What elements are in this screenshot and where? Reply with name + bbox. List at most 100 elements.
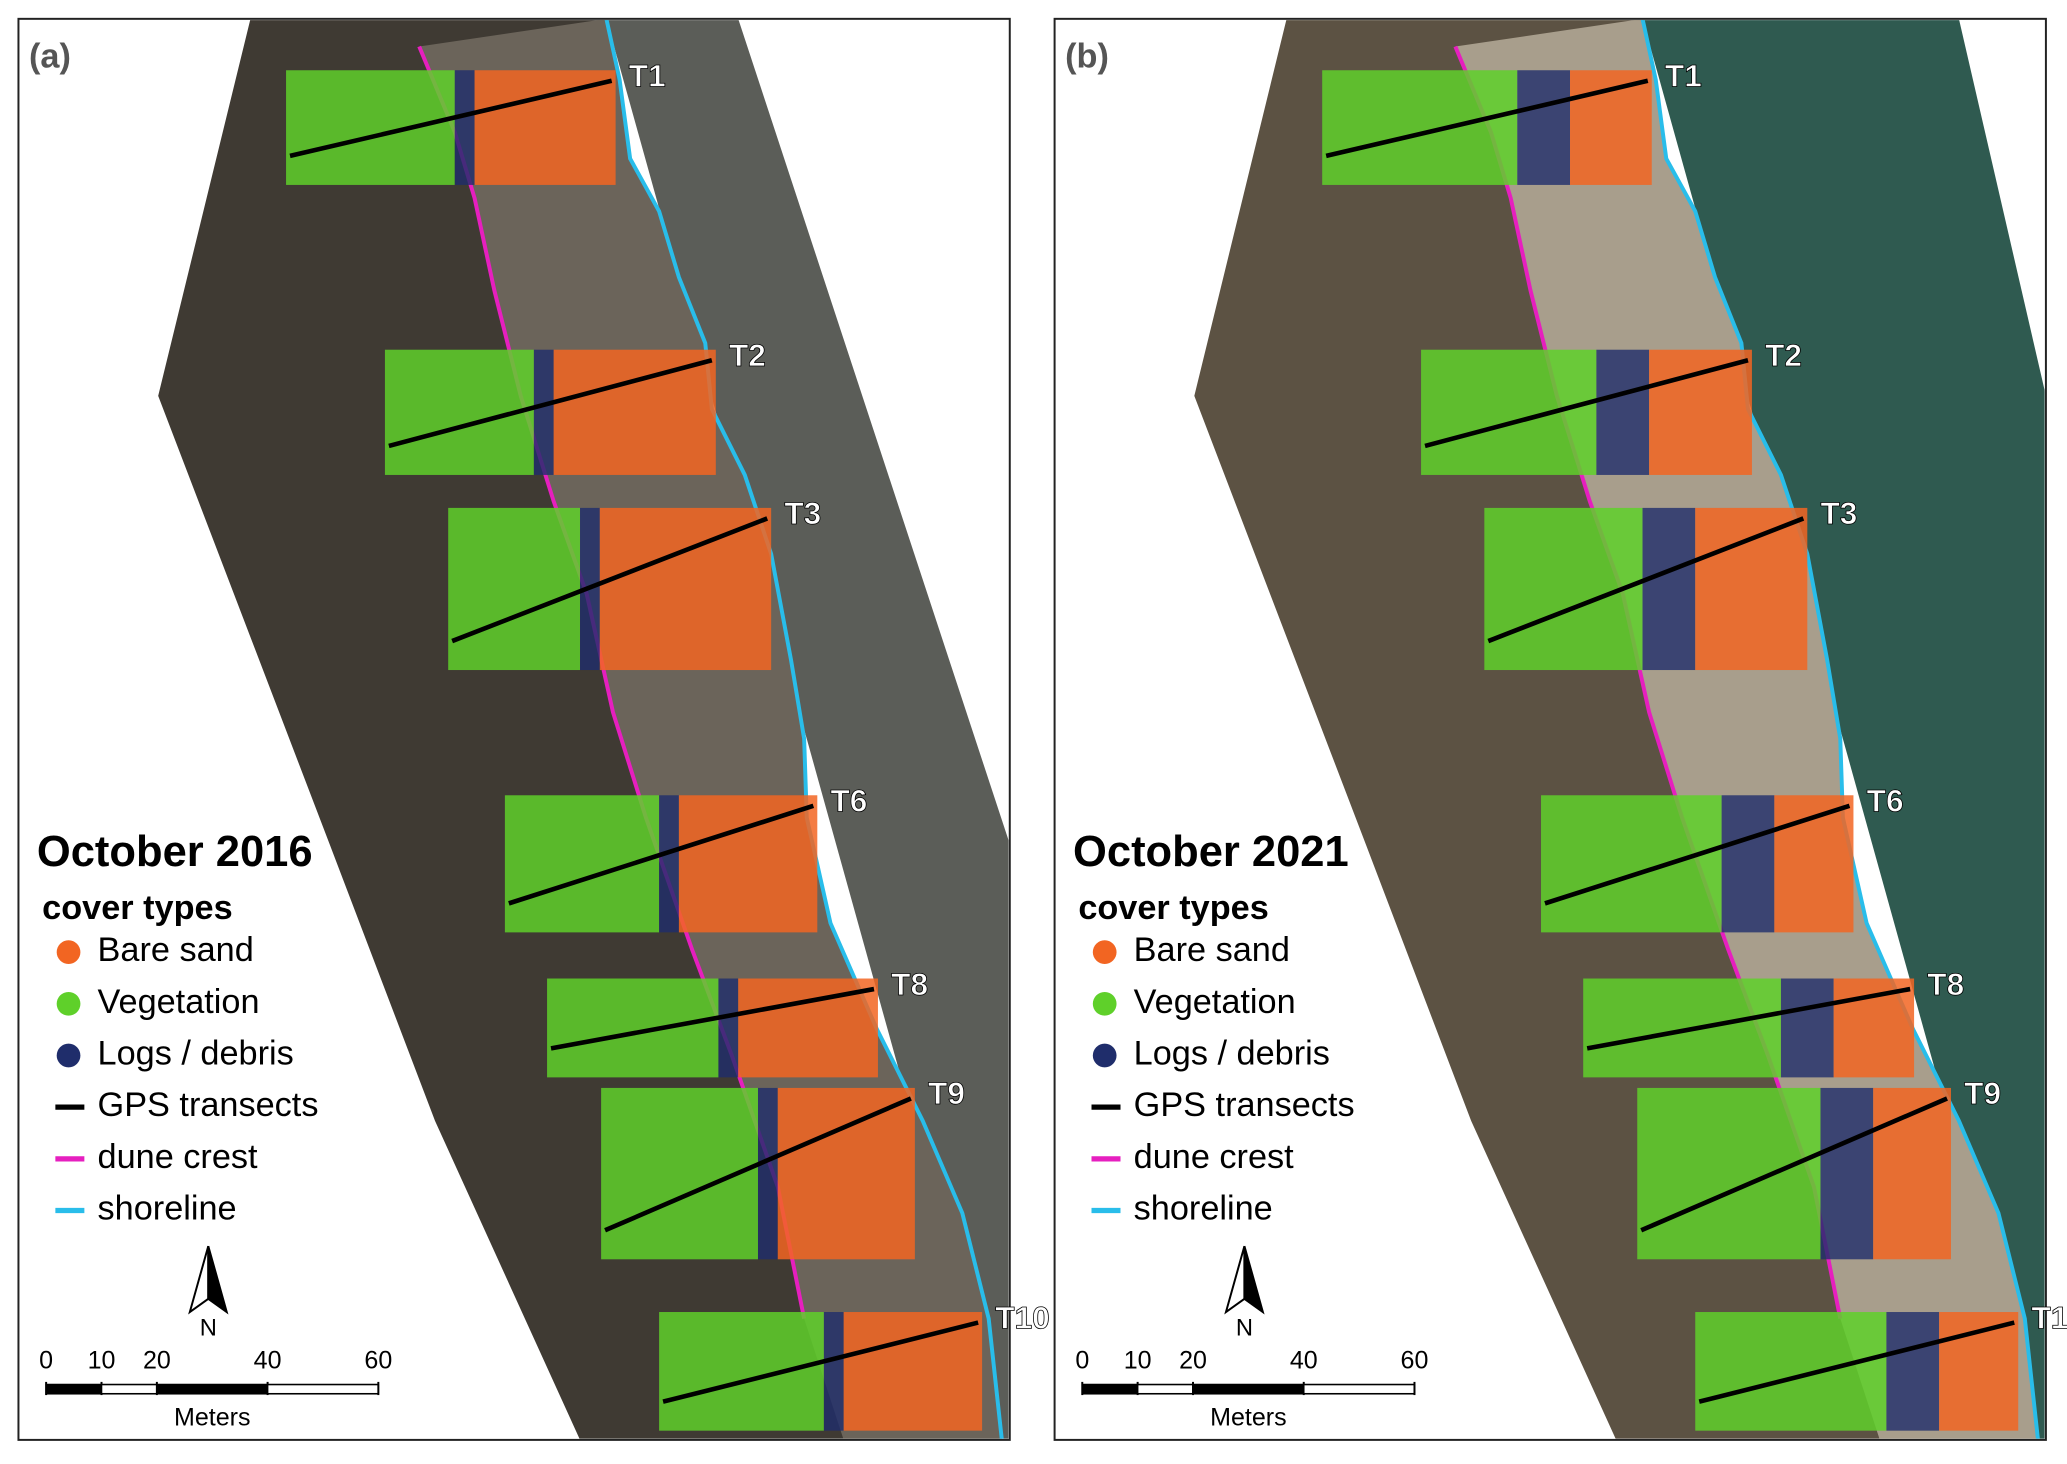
- debris-area: [454, 70, 475, 185]
- bare-sand-area: [474, 70, 616, 185]
- transect-label: T9: [928, 1075, 965, 1111]
- transect-label: T6: [830, 783, 867, 819]
- shoreline: [1640, 20, 2040, 1439]
- transect-label: T8: [1927, 966, 1964, 1002]
- legend-title: cover types: [1078, 889, 1268, 927]
- scale-tick-label: 20: [1179, 1347, 1207, 1375]
- legend-title: cover types: [42, 889, 232, 927]
- scale-unit: Meters: [1210, 1403, 1287, 1431]
- legend-label: Logs / debris: [98, 1035, 294, 1073]
- north-label: N: [1236, 1315, 1253, 1341]
- bare-sand-area: [1695, 507, 1808, 671]
- scale-segment: [1136, 1383, 1194, 1395]
- transect-label: T10: [2031, 1299, 2067, 1335]
- legend-label: Bare sand: [98, 931, 254, 969]
- transect-label: T3: [784, 495, 821, 531]
- map-panel: T1 T2 T3 T6 T8 T9 T10 (a) October 2016 cover type…: [17, 17, 1050, 1441]
- legend-label: Vegetation: [1134, 983, 1296, 1021]
- gps-transect: [1424, 358, 1749, 449]
- legend-dot: [1092, 1043, 1117, 1068]
- north-arrow-right: [1243, 1245, 1265, 1315]
- imagery: [1194, 20, 2045, 1439]
- vegetation-area: [1322, 70, 1518, 185]
- legend-label: dune crest: [98, 1138, 258, 1176]
- scale-tick-label: 0: [39, 1347, 53, 1375]
- bare-sand-area: [777, 1087, 915, 1260]
- vegetation-area: [286, 70, 455, 185]
- debris-area: [1820, 1087, 1874, 1260]
- gps-transect: [1487, 516, 1805, 644]
- gps-transect: [289, 78, 613, 159]
- scale-tick-label: 20: [143, 1347, 171, 1375]
- legend-dot: [1092, 940, 1117, 965]
- panel-title: October 2021: [1073, 828, 1349, 876]
- legend-dot: [56, 1043, 81, 1068]
- vegetation-area: [547, 978, 719, 1078]
- transect-label: T10: [995, 1299, 1049, 1335]
- legend-label: GPS transects: [1134, 1086, 1355, 1124]
- vegetation-area: [1695, 1312, 1887, 1431]
- scale-tick-label: 60: [364, 1347, 392, 1375]
- debris-area: [718, 978, 739, 1078]
- debris-area: [1596, 349, 1650, 475]
- gps-transect: [1586, 986, 1911, 1051]
- debris-area: [1721, 795, 1775, 933]
- map-panel: T1 T2 T3 T6 T8 T9 T10 (b) October 2021 cover type…: [1053, 17, 2067, 1441]
- bare-sand-area: [599, 507, 772, 671]
- debris-area: [1517, 70, 1571, 185]
- transect-label: T9: [1964, 1075, 2001, 1111]
- scale-tick-label: 40: [1290, 1347, 1318, 1375]
- legend-label: shoreline: [98, 1190, 237, 1228]
- scale-tick-label: 10: [88, 1347, 116, 1375]
- debris-area: [1642, 507, 1696, 671]
- gps-transect: [550, 986, 875, 1051]
- legend-label: GPS transects: [98, 1086, 319, 1124]
- transect-label: T1: [1665, 58, 1702, 94]
- legend-dot: [56, 991, 81, 1016]
- vegetation-area: [1421, 349, 1597, 475]
- vegetation-area: [1637, 1087, 1821, 1260]
- gps-transect: [451, 516, 769, 644]
- bare-sand-area: [678, 795, 818, 933]
- imagery: [158, 20, 1009, 1439]
- scale-segment: [156, 1383, 269, 1395]
- panel-title: October 2016: [37, 828, 313, 876]
- gps-transect: [508, 803, 815, 906]
- vegetation-area: [448, 507, 581, 671]
- legend-dot: [56, 940, 81, 965]
- scale-tick-label: 10: [1124, 1347, 1152, 1375]
- panel-label: (b): [1065, 37, 1109, 75]
- scale-segment: [1302, 1383, 1416, 1395]
- bare-sand-area: [1649, 349, 1752, 475]
- gps-transect: [1544, 803, 1851, 906]
- gps-transect: [662, 1320, 979, 1404]
- transect-label: T2: [1765, 337, 1802, 373]
- gps-transect: [1640, 1096, 1948, 1233]
- gps-transect: [1325, 78, 1649, 159]
- scale-tick-label: 40: [254, 1347, 282, 1375]
- scale-segment: [1192, 1383, 1305, 1395]
- north-label: N: [200, 1315, 217, 1341]
- bare-sand-area: [738, 978, 878, 1078]
- vegetation-area: [1583, 978, 1781, 1078]
- bare-sand-area: [553, 349, 716, 475]
- debris-area: [757, 1087, 778, 1260]
- bare-sand-area: [1833, 978, 1915, 1078]
- transect-label: T6: [1867, 783, 1904, 819]
- panel-label: (a): [29, 37, 71, 75]
- bare-sand-area: [1873, 1087, 1951, 1260]
- transect-label: T2: [729, 337, 766, 373]
- debris-area: [659, 795, 679, 933]
- legend-dot: [1092, 991, 1117, 1016]
- legend-label: Logs / debris: [1134, 1035, 1330, 1073]
- scale-segment: [45, 1383, 103, 1395]
- gps-transect: [388, 358, 713, 449]
- legend-label: Vegetation: [98, 983, 260, 1021]
- gps-transect: [604, 1096, 912, 1233]
- transect-label: T3: [1820, 495, 1857, 531]
- north-arrow-right: [207, 1245, 229, 1315]
- bare-sand-area: [843, 1312, 983, 1431]
- scale-segment: [100, 1383, 158, 1395]
